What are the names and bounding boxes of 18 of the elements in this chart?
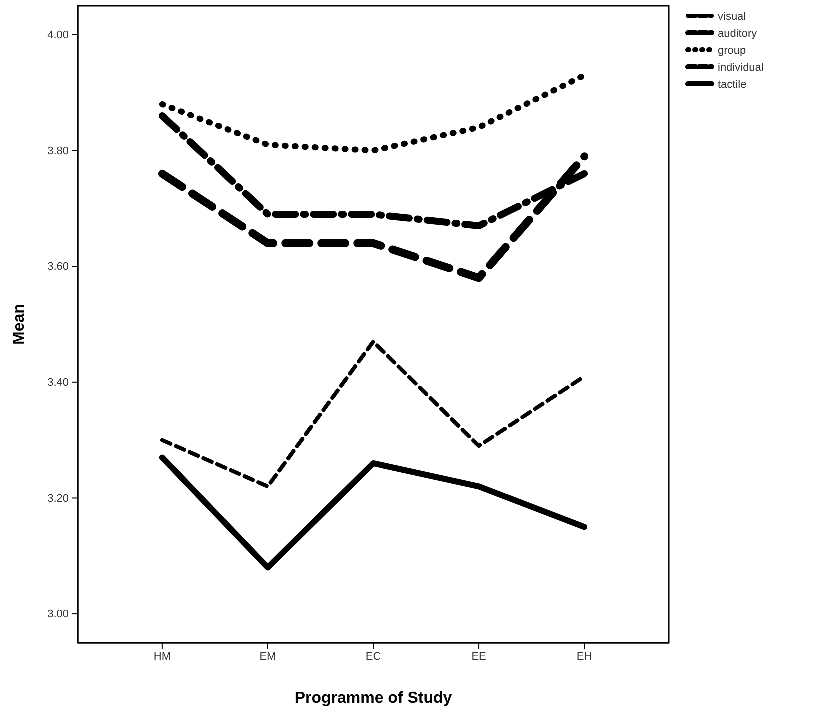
- x-tick-label: EE: [472, 650, 486, 663]
- legend-label: visual: [718, 11, 746, 23]
- y-tick-label: 3.80: [48, 145, 69, 158]
- y-tick-label: 3.00: [48, 608, 69, 621]
- legend-label: auditory: [718, 28, 758, 40]
- y-tick-label: 3.20: [48, 492, 69, 505]
- y-tick-label: 3.40: [48, 376, 69, 389]
- x-tick-label: EC: [366, 650, 382, 663]
- y-axis-title: Mean: [11, 304, 28, 345]
- legend-label: tactile: [718, 79, 747, 91]
- legend-label: individual: [718, 62, 764, 74]
- x-axis-title: Programme of Study: [294, 690, 452, 707]
- x-tick-label: HM: [154, 650, 171, 663]
- legend-label: group: [718, 45, 746, 57]
- y-tick-label: 4.00: [48, 29, 69, 42]
- y-tick-label: 3.60: [48, 261, 69, 274]
- x-tick-label: EM: [260, 650, 276, 663]
- x-tick-label: EH: [576, 650, 592, 663]
